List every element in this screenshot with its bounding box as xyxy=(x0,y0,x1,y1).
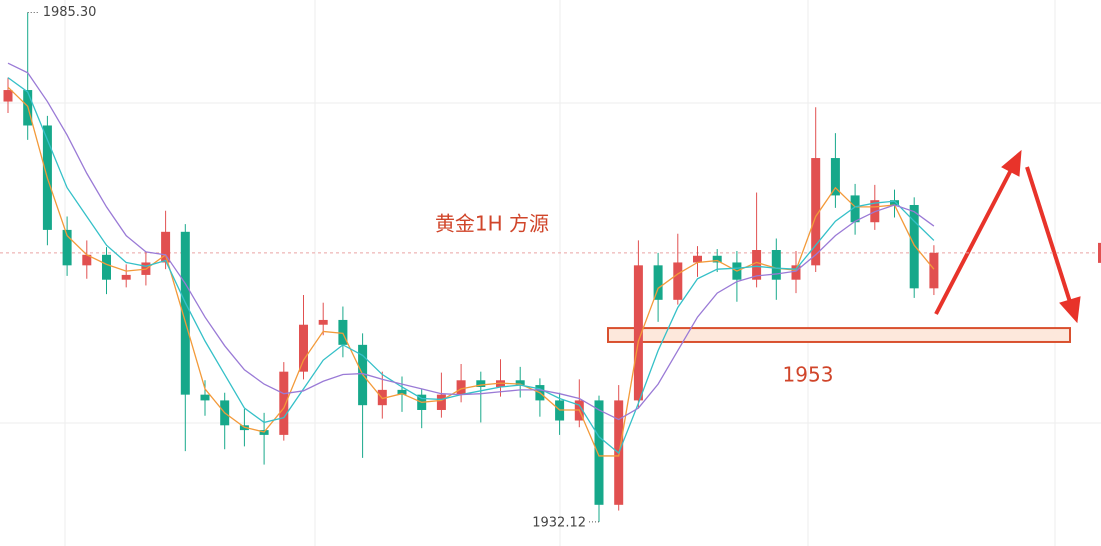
max-label: 1985.30 xyxy=(43,5,97,20)
candle-body xyxy=(456,380,466,395)
ma-line xyxy=(7,62,935,421)
candle-body xyxy=(712,255,722,263)
candle-body xyxy=(318,319,328,325)
candle-body xyxy=(653,265,663,300)
arrow-head xyxy=(1001,149,1022,177)
candle-body xyxy=(102,254,111,280)
candle-body xyxy=(200,394,210,401)
candle-body xyxy=(338,319,348,345)
arrow-up xyxy=(934,167,1014,315)
candle-body xyxy=(811,158,821,266)
candle-body xyxy=(830,158,840,196)
candle-body xyxy=(693,255,702,263)
forecast-arrows xyxy=(934,149,1081,324)
candle-body xyxy=(161,231,171,263)
candle-body xyxy=(673,262,683,300)
price-tag xyxy=(1098,242,1101,263)
candle-body xyxy=(752,250,762,280)
candle-body xyxy=(791,265,801,280)
ma-line xyxy=(7,77,935,455)
candle-body xyxy=(436,394,446,410)
candle-body xyxy=(929,252,939,289)
candle-body xyxy=(121,274,131,280)
candle-body xyxy=(397,389,407,395)
candle-body xyxy=(771,250,781,280)
zone-label: 1953 xyxy=(783,362,834,386)
candle-body xyxy=(180,231,190,395)
min-label: 1932.12 xyxy=(532,515,586,530)
candle-body xyxy=(476,380,486,387)
arrow-head xyxy=(1059,296,1081,324)
candle-body xyxy=(515,380,525,386)
candle-body xyxy=(279,371,289,435)
support-zone xyxy=(607,327,1071,343)
candle-body xyxy=(62,229,72,266)
candle-body xyxy=(3,90,13,102)
chart-title: 黄金1H 方源 xyxy=(435,212,549,236)
arrow-down xyxy=(1025,166,1072,303)
candle-body xyxy=(82,254,92,266)
candle-body xyxy=(633,265,643,401)
candle-body xyxy=(299,324,308,372)
candle-body xyxy=(594,400,604,505)
candle-body xyxy=(909,204,919,289)
candle-body xyxy=(850,195,860,223)
candle-body xyxy=(890,200,899,205)
